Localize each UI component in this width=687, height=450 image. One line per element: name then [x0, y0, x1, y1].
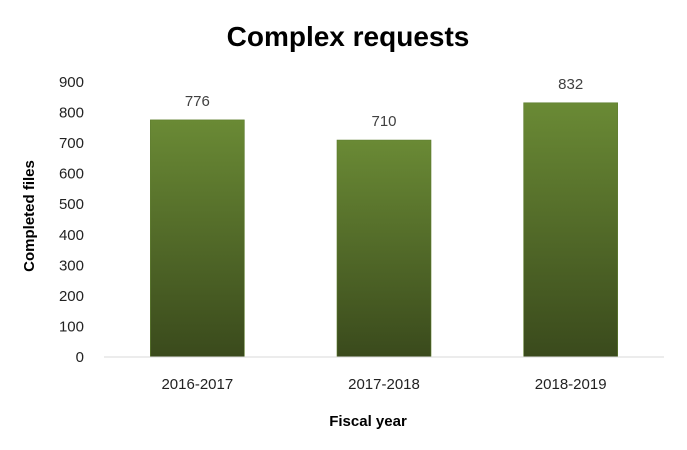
bar [523, 102, 618, 358]
y-tick-label: 900 [59, 74, 84, 91]
y-axis-ticks: 0 100 200 300 400 500 600 700 800 900 [59, 74, 84, 366]
data-label: 710 [371, 113, 396, 130]
y-tick-label: 300 [59, 257, 84, 274]
y-tick-label: 500 [59, 196, 84, 213]
y-tick-label: 100 [59, 318, 84, 335]
y-tick-label: 400 [59, 227, 84, 244]
x-tick-label: 2016-2017 [161, 376, 233, 393]
y-tick-label: 200 [59, 288, 84, 305]
x-tick-label: 2017-2018 [348, 376, 420, 393]
y-tick-label: 800 [59, 105, 84, 122]
y-axis-title: Completed files [21, 160, 38, 272]
y-tick-label: 700 [59, 135, 84, 152]
bars [150, 102, 618, 358]
bar [336, 139, 432, 358]
data-labels: 776 710 832 [185, 76, 583, 130]
bar [150, 119, 245, 358]
data-label: 776 [185, 93, 210, 110]
x-axis-title: Fiscal year [329, 413, 407, 430]
y-tick-label: 600 [59, 166, 84, 183]
chart-title: Complex requests [227, 21, 470, 52]
x-tick-label: 2018-2019 [535, 376, 607, 393]
x-axis-ticks: 2016-2017 2017-2018 2018-2019 [161, 376, 606, 393]
y-tick-label: 0 [76, 349, 84, 366]
data-label: 832 [558, 76, 583, 93]
